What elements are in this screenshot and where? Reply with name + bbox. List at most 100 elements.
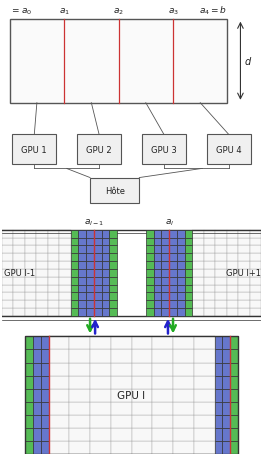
- Bar: [173, 363, 194, 376]
- Bar: [185, 277, 192, 285]
- Bar: [102, 238, 109, 246]
- Bar: [33, 441, 41, 454]
- Bar: [192, 293, 204, 301]
- Bar: [154, 285, 161, 293]
- Text: Hôte: Hôte: [105, 186, 125, 195]
- Bar: [192, 246, 204, 254]
- Bar: [94, 246, 102, 254]
- Bar: [59, 246, 70, 254]
- Bar: [194, 350, 214, 363]
- Bar: [185, 285, 192, 293]
- Bar: [161, 277, 169, 285]
- Bar: [204, 246, 215, 254]
- Bar: [33, 415, 41, 428]
- Bar: [109, 238, 117, 246]
- Bar: [10, 20, 227, 103]
- Bar: [152, 441, 173, 454]
- Bar: [36, 254, 48, 262]
- Bar: [185, 262, 192, 269]
- Bar: [177, 293, 185, 301]
- Bar: [94, 230, 102, 238]
- Bar: [204, 293, 215, 301]
- Bar: [238, 230, 250, 238]
- Bar: [102, 230, 109, 238]
- Bar: [215, 238, 227, 246]
- Bar: [230, 441, 238, 454]
- Bar: [169, 277, 177, 285]
- Bar: [215, 285, 227, 293]
- Bar: [250, 254, 261, 262]
- Bar: [33, 428, 41, 441]
- Bar: [36, 269, 48, 277]
- Bar: [227, 230, 238, 238]
- Bar: [192, 262, 204, 269]
- Bar: [154, 301, 161, 308]
- Bar: [204, 254, 215, 262]
- Bar: [48, 308, 59, 316]
- Bar: [146, 246, 154, 254]
- Bar: [146, 262, 154, 269]
- Bar: [78, 277, 86, 285]
- Bar: [41, 428, 48, 441]
- Bar: [214, 402, 222, 415]
- Bar: [48, 262, 59, 269]
- Bar: [173, 350, 194, 363]
- Bar: [48, 238, 59, 246]
- Bar: [2, 293, 13, 301]
- Bar: [169, 254, 177, 262]
- Bar: [131, 337, 152, 350]
- Bar: [161, 262, 169, 269]
- Bar: [86, 230, 94, 238]
- Bar: [90, 415, 111, 428]
- Bar: [227, 254, 238, 262]
- Bar: [70, 269, 78, 277]
- Bar: [214, 441, 222, 454]
- Bar: [173, 389, 194, 402]
- Bar: [111, 337, 131, 350]
- Bar: [48, 428, 69, 441]
- Bar: [59, 277, 70, 285]
- Bar: [59, 293, 70, 301]
- Bar: [36, 238, 48, 246]
- Bar: [111, 441, 131, 454]
- Bar: [94, 308, 102, 316]
- Bar: [70, 277, 78, 285]
- Bar: [109, 262, 117, 269]
- Text: GPU 3: GPU 3: [151, 146, 177, 154]
- Bar: [94, 301, 102, 308]
- Bar: [131, 415, 152, 428]
- Bar: [69, 402, 90, 415]
- Text: GPU 2: GPU 2: [86, 146, 112, 154]
- Bar: [36, 293, 48, 301]
- Bar: [238, 238, 250, 246]
- Bar: [69, 415, 90, 428]
- Bar: [86, 254, 94, 262]
- Bar: [48, 246, 59, 254]
- Bar: [94, 269, 102, 277]
- Bar: [90, 363, 111, 376]
- Bar: [169, 262, 177, 269]
- Bar: [177, 285, 185, 293]
- Text: $a_l$: $a_l$: [165, 217, 174, 228]
- Bar: [69, 350, 90, 363]
- Bar: [204, 301, 215, 308]
- Bar: [177, 301, 185, 308]
- Bar: [41, 441, 48, 454]
- Bar: [154, 308, 161, 316]
- Bar: [185, 308, 192, 316]
- Bar: [25, 308, 36, 316]
- Bar: [78, 293, 86, 301]
- Bar: [109, 269, 117, 277]
- Bar: [102, 246, 109, 254]
- Bar: [48, 402, 69, 415]
- Bar: [70, 308, 78, 316]
- Bar: [238, 262, 250, 269]
- Text: GPU 4: GPU 4: [216, 146, 242, 154]
- Bar: [152, 402, 173, 415]
- Bar: [154, 238, 161, 246]
- Bar: [131, 428, 152, 441]
- Bar: [25, 238, 36, 246]
- Bar: [70, 230, 78, 238]
- Bar: [177, 308, 185, 316]
- Bar: [13, 285, 25, 293]
